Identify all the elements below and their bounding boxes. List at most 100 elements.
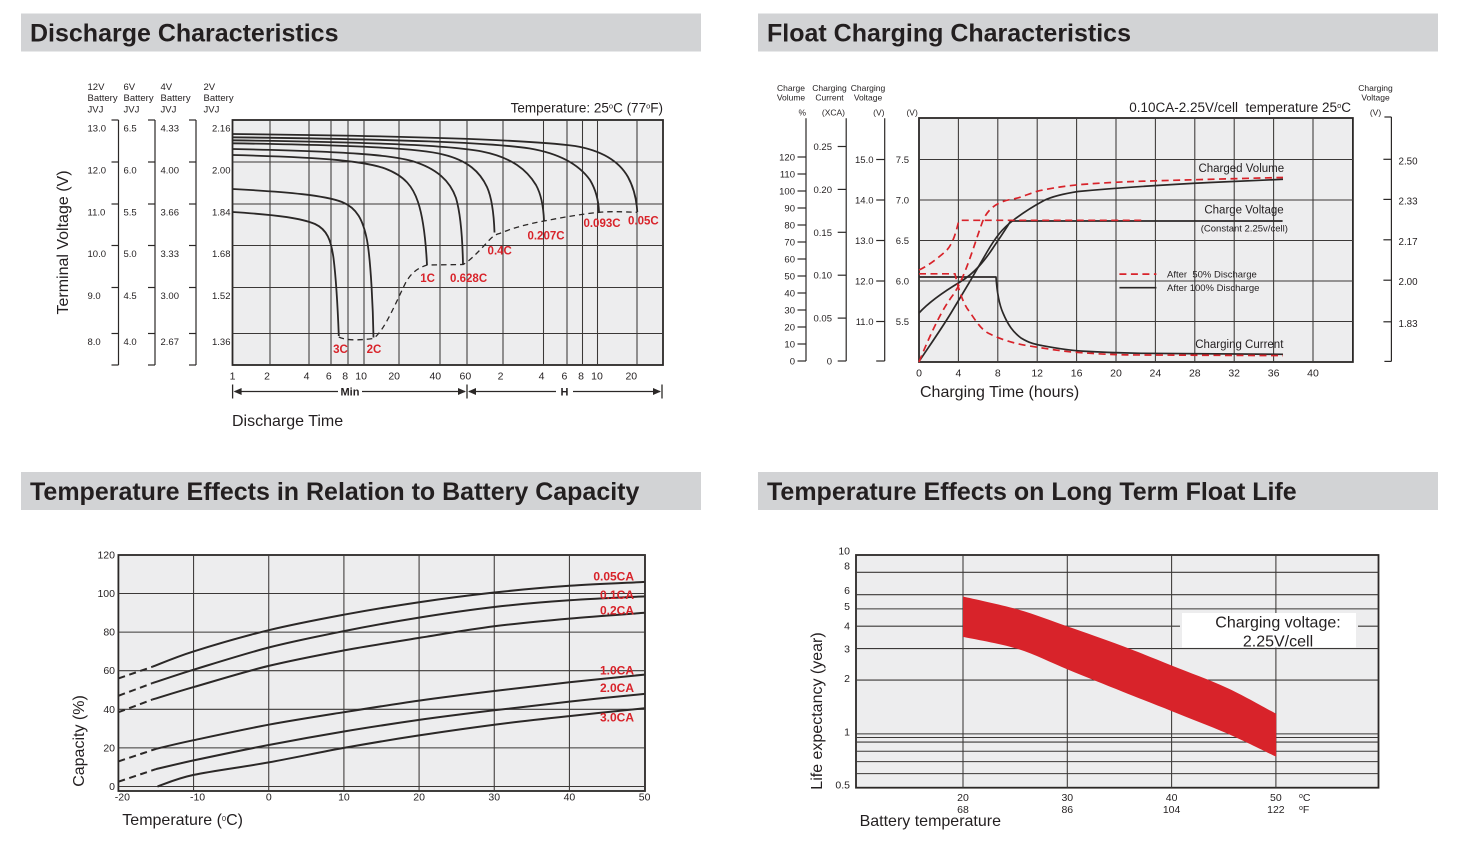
svg-text:Current: Current bbox=[815, 93, 844, 103]
svg-text:Charge Voltage: Charge Voltage bbox=[1204, 205, 1283, 217]
svg-text:100: 100 bbox=[779, 187, 795, 198]
svg-text:4.33: 4.33 bbox=[161, 124, 180, 135]
svg-text:3.0CA: 3.0CA bbox=[600, 710, 634, 724]
svg-text:Discharge Characteristics: Discharge Characteristics bbox=[30, 20, 338, 48]
svg-text:24: 24 bbox=[1150, 368, 1162, 380]
svg-text:50: 50 bbox=[784, 272, 795, 283]
svg-text:Temperature (0C): Temperature (0C) bbox=[122, 812, 243, 829]
svg-text:(V): (V) bbox=[906, 108, 918, 118]
svg-text:30: 30 bbox=[784, 306, 795, 317]
svg-text:6.0: 6.0 bbox=[896, 277, 909, 288]
svg-text:4: 4 bbox=[539, 371, 545, 383]
svg-text:Voltage: Voltage bbox=[1361, 93, 1390, 103]
svg-text:2: 2 bbox=[264, 371, 270, 383]
svg-text:oC: oC bbox=[1299, 792, 1311, 804]
svg-text:Temperature Effects in Relatio: Temperature Effects in Relation to Batte… bbox=[30, 478, 640, 506]
svg-text:8: 8 bbox=[342, 371, 348, 383]
svg-text:Battery: Battery bbox=[204, 93, 234, 104]
svg-text:Charging Current: Charging Current bbox=[1195, 339, 1284, 351]
svg-text:3.00: 3.00 bbox=[161, 291, 180, 302]
svg-text:6: 6 bbox=[326, 371, 332, 383]
svg-text:1.0CA: 1.0CA bbox=[600, 664, 634, 678]
svg-text:8: 8 bbox=[995, 368, 1001, 380]
svg-text:90: 90 bbox=[784, 204, 795, 215]
svg-text:Temperature Effects on Long Te: Temperature Effects on Long Term Float L… bbox=[767, 478, 1297, 506]
svg-text:40: 40 bbox=[784, 289, 795, 300]
svg-text:0: 0 bbox=[266, 792, 272, 804]
svg-text:0.20: 0.20 bbox=[814, 185, 833, 196]
svg-text:15.0: 15.0 bbox=[855, 155, 874, 166]
svg-text:4.0: 4.0 bbox=[124, 337, 137, 348]
svg-text:2.25V/cell: 2.25V/cell bbox=[1243, 634, 1313, 651]
svg-text:(V): (V) bbox=[1370, 108, 1382, 118]
svg-text:12.0: 12.0 bbox=[88, 166, 107, 177]
svg-text:0: 0 bbox=[916, 368, 922, 380]
svg-text:120: 120 bbox=[97, 549, 115, 561]
svg-text:10: 10 bbox=[355, 371, 367, 383]
svg-text:36: 36 bbox=[1268, 368, 1280, 380]
svg-text:Battery: Battery bbox=[161, 93, 191, 104]
svg-text:8.0: 8.0 bbox=[88, 337, 101, 348]
svg-text:40: 40 bbox=[429, 371, 441, 383]
svg-text:Charged Volume: Charged Volume bbox=[1198, 163, 1284, 175]
svg-text:28: 28 bbox=[1189, 368, 1201, 380]
svg-text:6: 6 bbox=[844, 585, 850, 597]
svg-text:100: 100 bbox=[97, 588, 115, 600]
svg-text:0: 0 bbox=[109, 781, 115, 793]
svg-text:80: 80 bbox=[103, 627, 115, 639]
svg-text:2: 2 bbox=[498, 371, 504, 383]
svg-text:20: 20 bbox=[103, 742, 115, 754]
svg-text:86: 86 bbox=[1061, 804, 1073, 816]
svg-text:5: 5 bbox=[844, 601, 850, 613]
svg-text:1.52: 1.52 bbox=[212, 291, 231, 302]
svg-text:1: 1 bbox=[844, 726, 850, 738]
svg-text:30: 30 bbox=[1061, 792, 1073, 804]
svg-text:80: 80 bbox=[784, 221, 795, 232]
svg-text:12: 12 bbox=[1031, 368, 1043, 380]
svg-text:6: 6 bbox=[561, 371, 567, 383]
svg-text:1C: 1C bbox=[420, 273, 435, 285]
svg-text:2.17: 2.17 bbox=[1399, 237, 1418, 248]
svg-text:H: H bbox=[561, 387, 569, 399]
svg-text:3.66: 3.66 bbox=[161, 208, 180, 219]
svg-text:Charging: Charging bbox=[851, 83, 886, 93]
svg-text:%: % bbox=[798, 108, 806, 118]
svg-text:13.0: 13.0 bbox=[855, 236, 874, 247]
svg-text:14.0: 14.0 bbox=[855, 196, 874, 207]
svg-text:10: 10 bbox=[784, 340, 795, 351]
svg-text:0.05: 0.05 bbox=[814, 314, 833, 325]
svg-text:After 50% Discharge: After 50% Discharge bbox=[1167, 269, 1257, 280]
svg-text:5.5: 5.5 bbox=[124, 208, 137, 219]
svg-text:Battery: Battery bbox=[88, 93, 118, 104]
svg-text:20: 20 bbox=[625, 371, 637, 383]
svg-text:2.0CA: 2.0CA bbox=[600, 681, 634, 695]
svg-text:12V: 12V bbox=[88, 82, 106, 93]
svg-text:12.0: 12.0 bbox=[855, 277, 874, 288]
svg-text:4.5: 4.5 bbox=[124, 291, 137, 302]
svg-text:0.1CA: 0.1CA bbox=[600, 588, 634, 602]
svg-text:10: 10 bbox=[591, 371, 603, 383]
svg-text:0: 0 bbox=[790, 357, 795, 368]
svg-text:1.36: 1.36 bbox=[212, 337, 231, 348]
svg-text:40: 40 bbox=[1307, 368, 1319, 380]
svg-text:60: 60 bbox=[460, 371, 472, 383]
svg-text:JVJ: JVJ bbox=[204, 105, 220, 116]
svg-text:4.00: 4.00 bbox=[161, 166, 180, 177]
svg-text:0.4C: 0.4C bbox=[488, 246, 512, 258]
svg-text:0.15: 0.15 bbox=[814, 228, 833, 239]
svg-text:0.5: 0.5 bbox=[835, 779, 850, 791]
svg-text:0.10: 0.10 bbox=[814, 271, 833, 282]
svg-text:Terminal Voltage (V): Terminal Voltage (V) bbox=[55, 170, 72, 314]
svg-text:11.0: 11.0 bbox=[856, 317, 874, 328]
svg-text:(XCA): (XCA) bbox=[822, 108, 845, 118]
svg-text:1.68: 1.68 bbox=[212, 249, 231, 260]
svg-text:13.0: 13.0 bbox=[88, 124, 107, 135]
svg-text:30: 30 bbox=[488, 792, 500, 804]
svg-text:20: 20 bbox=[413, 792, 425, 804]
svg-text:0.05C: 0.05C bbox=[628, 216, 659, 228]
svg-text:0: 0 bbox=[827, 357, 832, 368]
svg-text:1.83: 1.83 bbox=[1399, 319, 1419, 330]
svg-text:3.33: 3.33 bbox=[161, 249, 180, 260]
svg-text:2V: 2V bbox=[204, 82, 216, 93]
svg-text:20: 20 bbox=[784, 323, 795, 334]
